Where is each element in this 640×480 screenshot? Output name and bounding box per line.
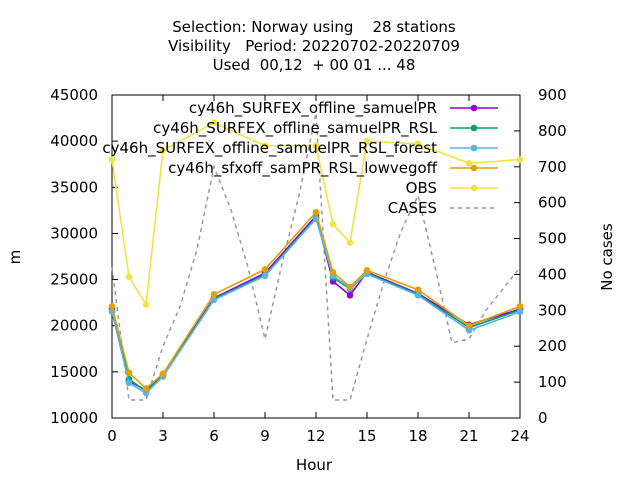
y-tick-label: 45000 — [50, 86, 98, 104]
legend-marker — [470, 164, 478, 172]
data-point — [465, 322, 473, 330]
chart-title: Selection: Norway using 28 stationsVisib… — [168, 18, 460, 74]
data-point — [363, 267, 371, 274]
y-tick-label: 20000 — [50, 317, 98, 335]
series-line-cases — [111, 112, 521, 401]
series-line — [111, 214, 521, 392]
data-point — [516, 156, 524, 163]
y2-tick-label: 800 — [538, 122, 567, 140]
data-point — [312, 208, 320, 216]
x-tick-label: 0 — [107, 427, 117, 445]
data-point — [465, 327, 473, 334]
y2-tick-label: 500 — [538, 230, 567, 248]
y2-tick-label: 0 — [538, 409, 548, 427]
legend: cy46h_SURFEX_offline_samuelPRcy46h_SURFE… — [102, 99, 498, 217]
legend-marker — [470, 184, 478, 192]
title-line: Visibility Period: 20220702-20220709 — [168, 37, 460, 55]
y-tick-label: 30000 — [50, 224, 98, 242]
x-tick-label: 12 — [306, 427, 325, 445]
data-point — [261, 266, 269, 273]
data-point — [210, 119, 218, 126]
y-tick-label: 40000 — [50, 132, 98, 150]
x-tick-label: 15 — [357, 427, 376, 445]
data-point — [125, 369, 133, 377]
data-point — [159, 147, 167, 154]
series-lines — [108, 112, 524, 401]
legend-label: cy46h_SURFEX_offline_samuelPR — [189, 99, 437, 118]
legend-marker — [470, 124, 478, 132]
x-axis-label: Hour — [296, 456, 333, 474]
data-point — [125, 273, 133, 281]
y2-tick-label: 900 — [538, 86, 567, 104]
legend-label: cy46h_SURFEX_offline_samuelPR_RSL — [153, 119, 438, 138]
y-tick-label: 10000 — [50, 409, 98, 427]
data-point — [108, 303, 116, 310]
y-tick-label: 15000 — [50, 363, 98, 381]
legend-label: cy46h_sfxoff_samPR_RSL_lowvegoff — [168, 159, 438, 178]
data-point — [516, 303, 524, 310]
legend-label: OBS — [406, 179, 437, 197]
y2-tick-label: 700 — [538, 158, 567, 176]
y2-tick-label: 300 — [538, 301, 567, 319]
x-tick-label: 18 — [408, 427, 427, 445]
data-point — [346, 239, 354, 246]
data-point — [108, 156, 116, 163]
y2-tick-label: 400 — [538, 265, 567, 283]
x-tick-label: 21 — [459, 427, 478, 445]
data-point — [414, 140, 422, 148]
data-point — [414, 286, 422, 294]
data-point — [261, 272, 269, 280]
data-point — [312, 142, 320, 150]
y2-tick-label: 600 — [538, 194, 567, 212]
y-axis-label: m — [6, 250, 24, 265]
data-point — [346, 283, 354, 291]
y2-tick-label: 200 — [538, 337, 567, 355]
data-point — [329, 268, 337, 276]
y2-axis-label: No cases — [598, 223, 616, 291]
data-point — [159, 370, 167, 378]
data-point — [516, 308, 524, 316]
legend-label: CASES — [388, 199, 437, 217]
data-point — [329, 220, 337, 228]
data-point — [363, 137, 371, 145]
y-tick-label: 25000 — [50, 271, 98, 289]
data-point — [414, 291, 422, 299]
data-point — [142, 385, 150, 392]
title-line: Used 00,12 + 00 01 ... 48 — [213, 56, 416, 74]
data-point — [346, 291, 354, 299]
data-point — [125, 379, 133, 387]
series-line — [111, 216, 521, 393]
x-tick-label: 24 — [510, 427, 529, 445]
legend-marker — [470, 104, 478, 112]
data-point — [142, 301, 150, 308]
data-point — [142, 389, 150, 397]
y-axis-ticks: 10000 15000 20000 25000 30000 35000 40000 45000 — [50, 86, 118, 427]
legend-label: cy46h_SURFEX_offline_samuelPR_RSL_forest — [102, 139, 437, 158]
x-tick-label: 9 — [260, 427, 270, 445]
x-tick-label: 3 — [158, 427, 168, 445]
y2-tick-label: 100 — [538, 373, 567, 391]
data-point — [465, 159, 473, 167]
x-axis-ticks: 0 3 6 9 12 15 18 21 24 — [107, 95, 530, 445]
title-line: Selection: Norway using 28 stations — [172, 18, 456, 36]
y-tick-label: 35000 — [50, 178, 98, 196]
legend-marker — [470, 144, 478, 152]
series-line — [111, 217, 521, 395]
data-point — [261, 142, 269, 150]
data-point — [210, 291, 218, 298]
x-tick-label: 6 — [209, 427, 219, 445]
y2-axis-ticks: 0 100 200 300 400 500 600 700 800 900 — [514, 86, 567, 427]
